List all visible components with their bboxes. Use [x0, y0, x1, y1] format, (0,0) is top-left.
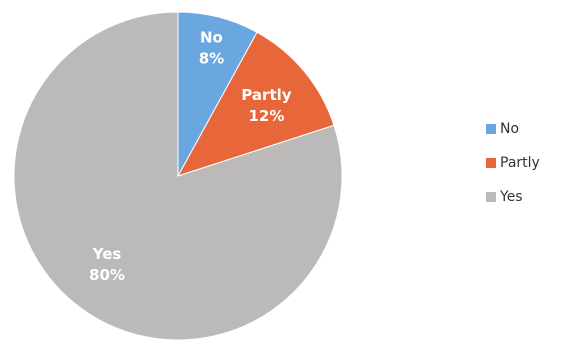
slice-value-yes: 80%: [89, 266, 125, 284]
legend-swatch-partly: [486, 158, 496, 168]
legend-swatch-no: [486, 124, 496, 134]
slice-name-partly: Partly: [241, 86, 291, 104]
pie-slice-partly: [176, 31, 335, 177]
legend-label-yes: Yes: [500, 189, 523, 205]
legend-item-no: No: [486, 118, 566, 140]
slice-value-partly: 12%: [249, 107, 285, 125]
slice-name-yes: Yes: [92, 245, 122, 263]
legend-item-partly: Partly: [486, 152, 566, 174]
legend-label-no: No: [500, 121, 520, 137]
legend-item-yes: Yes: [486, 186, 566, 208]
chart-legend: No Partly Yes: [486, 118, 566, 220]
slice-value-no: 8%: [199, 50, 224, 68]
legend-swatch-yes: [486, 192, 496, 202]
slice-name-no: No: [200, 29, 223, 47]
legend-label-partly: Partly: [500, 155, 540, 171]
pie-slice-yes: [13, 11, 343, 341]
